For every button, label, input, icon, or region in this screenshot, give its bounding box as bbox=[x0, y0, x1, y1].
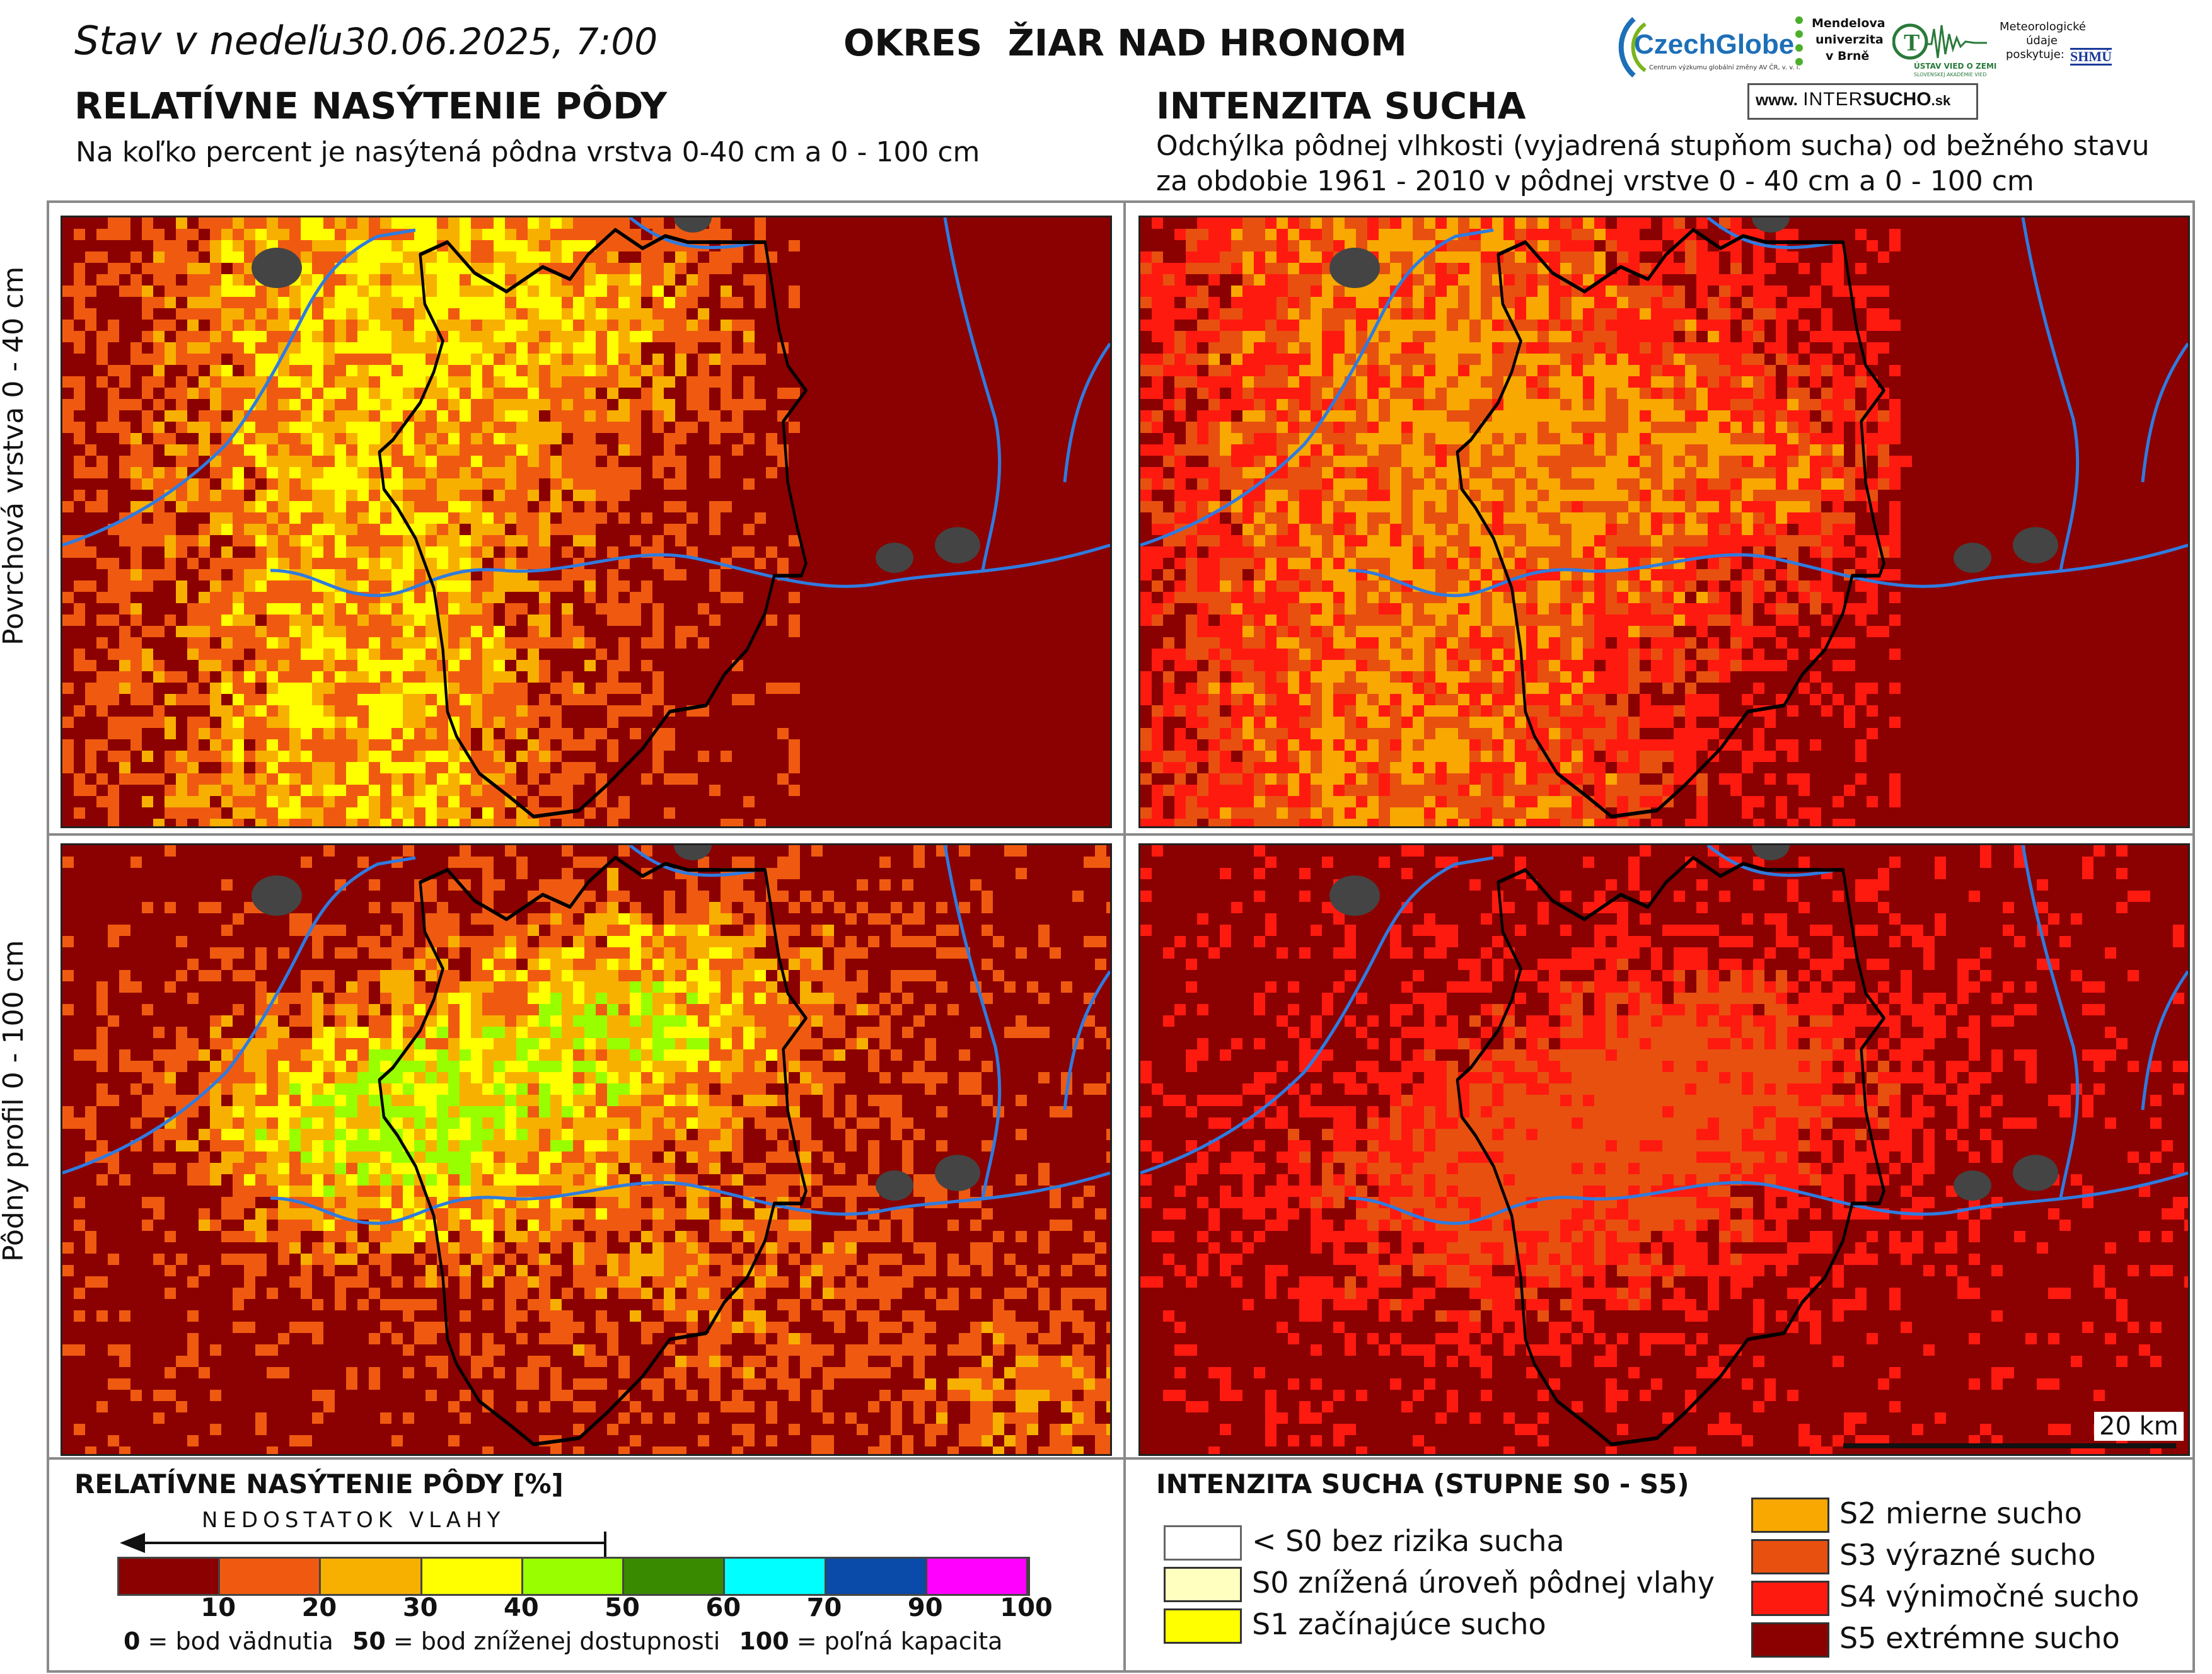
legend-saturation-notes: 0 = bod vädnutia 50 = bod zníženej dostu… bbox=[124, 1627, 1002, 1655]
legend-saturation-tick: 40 bbox=[504, 1593, 539, 1622]
map-saturation-0-100-canvas bbox=[62, 845, 1110, 1454]
legend-drought-swatch bbox=[1164, 1567, 1242, 1602]
legend-arrow-icon bbox=[120, 1532, 606, 1559]
row-label-bottom: Pôdny profil 0 - 100 cm bbox=[0, 940, 30, 1262]
legend-drought-swatch bbox=[1164, 1608, 1242, 1644]
status-prefix: Stav v nedeľu bbox=[74, 18, 343, 64]
legend-saturation-ticks: 10 20 30 40 50 60 70 90 100 bbox=[117, 1593, 1052, 1625]
czechglobe-name: CzechGlobe bbox=[1634, 29, 1795, 60]
right-section-subtitle-2: za obdobie 1961 - 2010 v pôdnej vrstve 0… bbox=[1156, 165, 2034, 197]
legend-drought-swatch bbox=[1751, 1539, 1829, 1574]
note-100-text: = poľná kapacita bbox=[789, 1627, 1003, 1655]
legend-drought-label: S4 výnimočné sucho bbox=[1839, 1579, 2140, 1613]
scale-bar bbox=[1843, 1443, 2176, 1448]
note-50-value: 50 bbox=[352, 1627, 386, 1655]
map-drought-0-100[interactable] bbox=[1138, 843, 2190, 1456]
legend-saturation-bar bbox=[117, 1557, 1030, 1596]
map-saturation-0-40[interactable] bbox=[61, 216, 1112, 828]
map-drought-0-40-canvas bbox=[1140, 217, 2188, 826]
meteo-line-3: poskytuje: bbox=[2006, 48, 2064, 61]
map-saturation-0-40-canvas bbox=[62, 217, 1110, 826]
legend-drought-swatch bbox=[1164, 1525, 1242, 1561]
legend-drought-swatch bbox=[1751, 1498, 1829, 1533]
mendel-dots-icon bbox=[1795, 16, 1803, 66]
frame-horizontal-divider-2 bbox=[47, 1457, 2195, 1460]
intersucho-a: INTER bbox=[1803, 89, 1863, 110]
intersucho-text: www. INTERSUCHO.sk bbox=[1756, 89, 1950, 110]
row-label-top: Povrchová vrstva 0 - 40 cm bbox=[0, 266, 30, 645]
czechglobe-arc-icon bbox=[1618, 17, 1647, 78]
czechglobe-subtitle: Centrum výzkumu globální změny AV ČR, v.… bbox=[1649, 64, 1800, 71]
meteo-line-1: Meteorologické bbox=[2000, 20, 2086, 33]
intersucho-prefix: www. bbox=[1756, 90, 1798, 109]
czechglobe-logo: CzechGlobe Centrum výzkumu globální změn… bbox=[1609, 13, 1800, 82]
legend-drought-label: S1 začínajúce sucho bbox=[1252, 1607, 1546, 1641]
legend-saturation-swatch bbox=[119, 1559, 221, 1594]
legend-arrow-label: NEDOSTATOK VLAHY bbox=[202, 1508, 506, 1533]
meteo-provider: Meteorologické údaje poskytuje: SHMÚ bbox=[2000, 20, 2112, 77]
legend-drought-swatch bbox=[1751, 1622, 1829, 1658]
legend-saturation-tick: 20 bbox=[301, 1593, 337, 1622]
legend-drought-label: S3 výrazné sucho bbox=[1839, 1538, 2096, 1572]
map-drought-0-40[interactable] bbox=[1138, 216, 2190, 828]
mendel-line-1: Mendelova bbox=[1812, 16, 1885, 30]
legend-saturation-swatch bbox=[725, 1559, 826, 1594]
meteo-line-2: údaje bbox=[2026, 34, 2058, 47]
frame-vertical-divider bbox=[1123, 200, 1126, 1670]
legend-saturation-swatch bbox=[826, 1559, 927, 1594]
legend-saturation-tick: 10 bbox=[200, 1593, 236, 1622]
map-drought-0-100-canvas bbox=[1140, 845, 2188, 1454]
legend-saturation-tick: 60 bbox=[705, 1593, 741, 1622]
intersucho-b: SUCHO bbox=[1863, 89, 1931, 110]
left-section-subtitle: Na koľko percent je nasýtená pôdna vrstv… bbox=[76, 136, 980, 168]
scale-bar-label: 20 km bbox=[2094, 1412, 2184, 1441]
legend-drought-label: S0 znížená úroveň pôdnej vlahy bbox=[1252, 1566, 1715, 1600]
legend-saturation-tick: 70 bbox=[806, 1593, 842, 1622]
legend-drought-title: INTENZITA SUCHA (STUPNE S0 - S5) bbox=[1156, 1469, 1689, 1499]
status-line: Stav v nedeľu30.06.2025, 7:00 bbox=[74, 18, 657, 64]
seismograph-icon: T bbox=[1892, 23, 1987, 60]
note-0-value: 0 bbox=[124, 1627, 141, 1655]
right-section-subtitle-1: Odchýlka pôdnej vlhkosti (vyjadrená stup… bbox=[1156, 130, 2150, 162]
right-section-title: INTENZITA SUCHA bbox=[1156, 84, 1526, 127]
legend-drought-label: < S0 bez rizika sucha bbox=[1252, 1524, 1565, 1558]
note-100-value: 100 bbox=[739, 1627, 789, 1655]
legend-saturation-swatch bbox=[220, 1559, 321, 1594]
status-datetime: 30.06.2025, 7:00 bbox=[342, 20, 658, 63]
ustav-name: ÚSTAV VIED O ZEMI bbox=[1914, 62, 1997, 71]
district-title: OKRES ŽIAR NAD HRONOM bbox=[843, 21, 1407, 64]
legend-drought-label: S2 mierne sucho bbox=[1839, 1496, 2082, 1530]
mendel-line-2: univerzita bbox=[1815, 33, 1884, 47]
legend-saturation-title: RELATÍVNE NASÝTENIE PÔDY [%] bbox=[74, 1469, 564, 1499]
legend-saturation-swatch bbox=[321, 1559, 422, 1594]
mendel-line-3: v Brně bbox=[1826, 49, 1870, 63]
legend-saturation-tick: 90 bbox=[907, 1593, 943, 1622]
legend-saturation-swatch bbox=[422, 1559, 523, 1594]
note-0-text: = bod vädnutia bbox=[140, 1627, 333, 1655]
intersucho-suffix: .sk bbox=[1931, 93, 1951, 108]
legend-saturation-tick: 100 bbox=[1000, 1593, 1053, 1622]
legend-saturation-tick: 50 bbox=[605, 1593, 640, 1622]
mendel-logo: Mendelova univerzita v Brně bbox=[1793, 14, 1894, 83]
legend-drought-swatch bbox=[1751, 1581, 1829, 1616]
note-50-text: = bod zníženej dostupnosti bbox=[385, 1627, 721, 1655]
legend-saturation-swatch bbox=[927, 1559, 1028, 1594]
legend-saturation-tick: 30 bbox=[402, 1593, 438, 1622]
legend-saturation-swatch bbox=[523, 1559, 625, 1594]
ustav-logo: T ÚSTAV VIED O ZEMI SLOVENSKEJ AKADÉMIE … bbox=[1892, 16, 1997, 79]
map-saturation-0-100[interactable] bbox=[61, 843, 1112, 1456]
legend-saturation-swatch bbox=[624, 1559, 726, 1594]
legend-drought-label: S5 extrémne sucho bbox=[1839, 1621, 2120, 1655]
frame-horizontal-divider-1 bbox=[47, 833, 2195, 836]
shmu-logo: SHMÚ bbox=[2070, 48, 2112, 66]
left-section-title: RELATÍVNE NASÝTENIE PÔDY bbox=[74, 84, 668, 127]
ustav-subtitle: SLOVENSKEJ AKADÉMIE VIED bbox=[1914, 72, 1987, 78]
svg-text:T: T bbox=[1904, 30, 1920, 56]
intersucho-logo[interactable]: www. INTERSUCHO.sk bbox=[1747, 83, 1978, 120]
